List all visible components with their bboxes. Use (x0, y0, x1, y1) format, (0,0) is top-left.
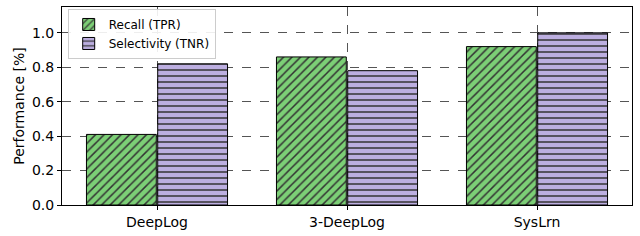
svg-text:0.4: 0.4 (32, 128, 54, 144)
svg-text:Recall (TPR): Recall (TPR) (109, 18, 181, 32)
svg-text:SysLrn: SysLrn (514, 214, 561, 230)
svg-text:DeepLog: DeepLog (126, 214, 188, 230)
svg-text:Selectivity (TNR): Selectivity (TNR) (109, 37, 209, 51)
svg-text:0.0: 0.0 (32, 197, 54, 213)
svg-text:0.6: 0.6 (32, 94, 54, 110)
svg-text:0.8: 0.8 (32, 59, 54, 75)
svg-text:3-DeepLog: 3-DeepLog (309, 214, 385, 230)
svg-text:Performance [%]: Performance [%] (11, 47, 27, 164)
svg-text:0.2: 0.2 (32, 162, 54, 178)
svg-text:1.0: 1.0 (32, 25, 54, 41)
